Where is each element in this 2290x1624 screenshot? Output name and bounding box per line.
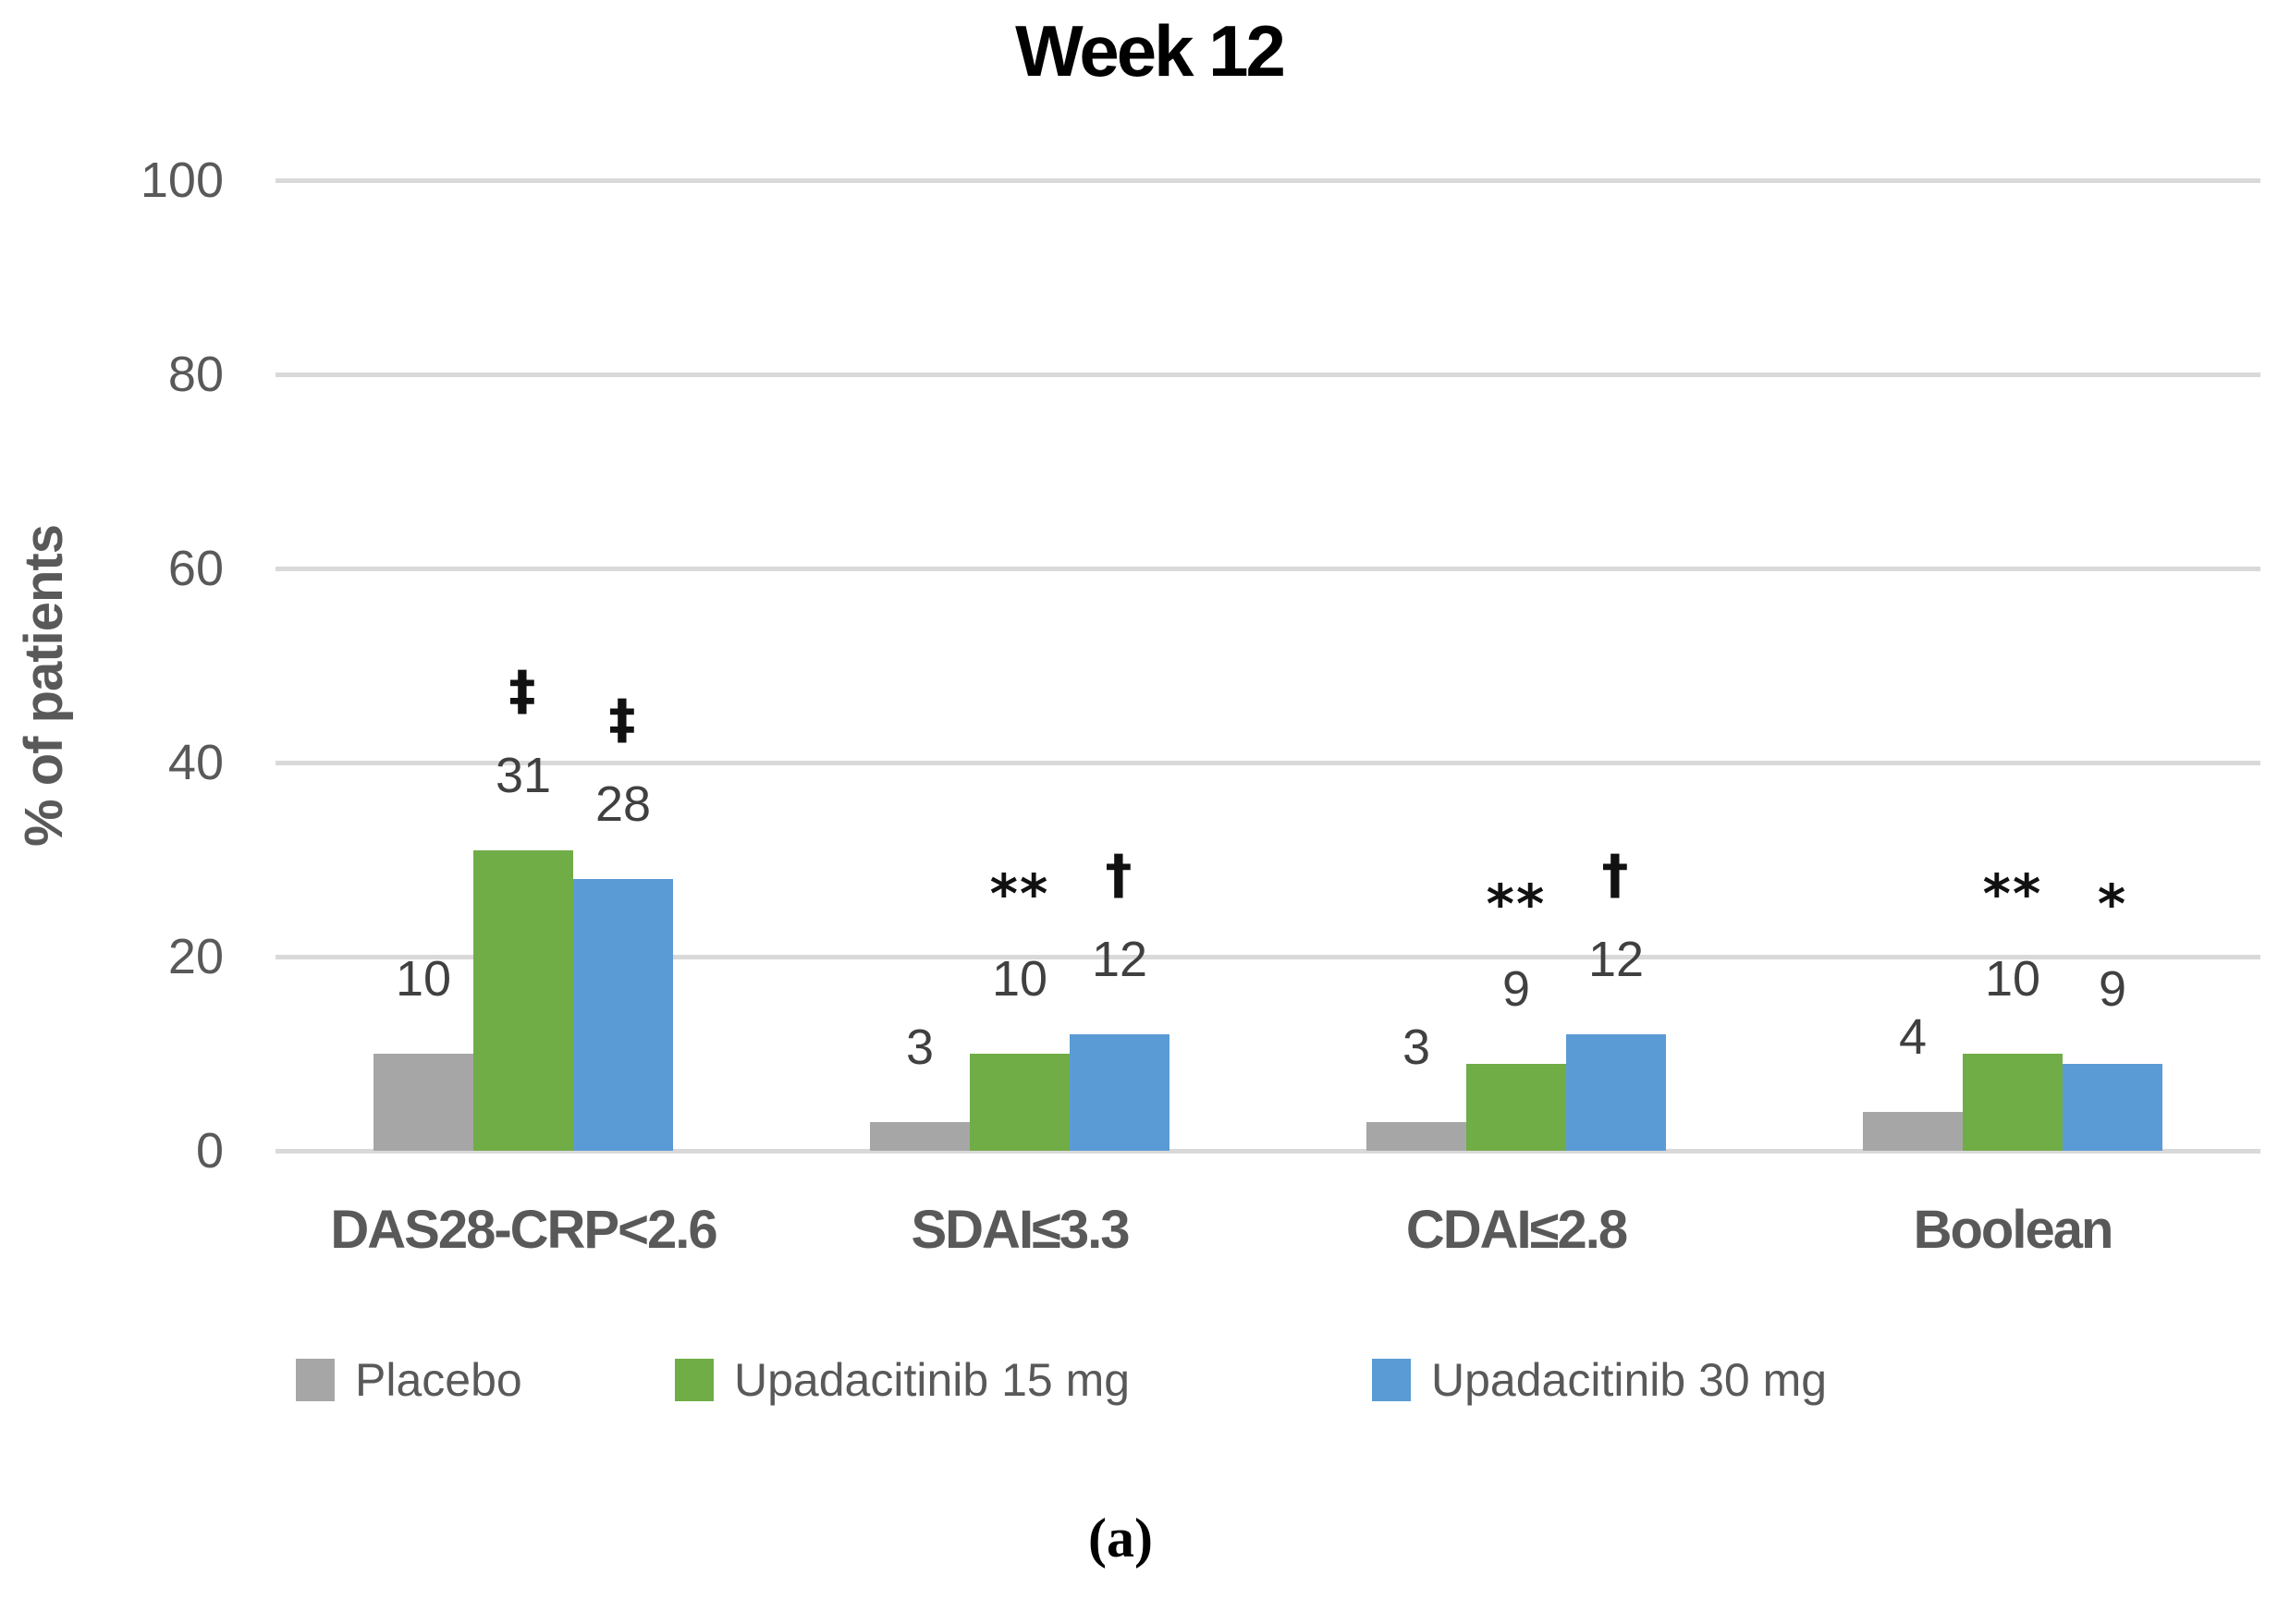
bar-placebo	[870, 1121, 970, 1151]
bar-upadacitinib-30-mg	[1070, 1034, 1169, 1151]
y-tick-label: 80	[167, 347, 224, 402]
significance-symbol: **	[1486, 872, 1547, 935]
value-label: 31	[495, 747, 552, 803]
bar-upadacitinib-15-mg	[1466, 1063, 1566, 1151]
bar-upadacitinib-30-mg	[2063, 1063, 2162, 1151]
gridline	[276, 761, 2260, 765]
value-label: 3	[905, 1019, 935, 1075]
bar-upadacitinib-15-mg	[473, 849, 573, 1151]
bar-upadacitinib-15-mg	[970, 1054, 1070, 1151]
value-label: 9	[1501, 960, 1531, 1017]
legend-label: Placebo	[355, 1354, 522, 1406]
significance-symbol: †	[1105, 843, 1134, 906]
y-axis-title: % of patients	[14, 525, 74, 847]
bar-placebo	[1366, 1121, 1466, 1151]
gridline	[276, 955, 2260, 959]
significance-symbol: ‡	[608, 688, 638, 751]
category-label: SDAI≤3.3	[911, 1200, 1130, 1260]
y-tick-label: 60	[167, 541, 224, 596]
value-label: 3	[1402, 1019, 1431, 1075]
value-label: 12	[1587, 932, 1645, 987]
value-label: 12	[1091, 932, 1148, 987]
significance-symbol: *	[2097, 872, 2128, 935]
category-label: CDAI≤2.8	[1405, 1200, 1628, 1260]
chart-title: Week 12	[1015, 10, 1286, 92]
legend-label: Upadacitinib 30 mg	[1431, 1354, 1828, 1406]
legend-label: Upadacitinib 15 mg	[734, 1354, 1131, 1406]
legend-swatch	[1372, 1359, 1411, 1401]
gridline	[276, 178, 2260, 183]
value-label: 10	[395, 951, 452, 1007]
value-label: 9	[2098, 960, 2127, 1017]
gridline	[276, 567, 2260, 571]
y-tick-label: 40	[167, 735, 224, 790]
bar-upadacitinib-30-mg	[573, 879, 673, 1151]
bar-placebo	[1863, 1112, 1963, 1151]
figure-caption: (a)	[1088, 1508, 1153, 1569]
value-label: 28	[594, 776, 652, 832]
category-label: DAS28-CRP<2.6	[330, 1200, 717, 1260]
significance-symbol: **	[989, 862, 1050, 925]
legend-item-placebo: Placebo	[296, 1348, 522, 1412]
value-label: 10	[1984, 951, 2041, 1007]
value-label: 10	[991, 951, 1048, 1007]
legend-swatch	[296, 1359, 335, 1401]
significance-symbol: †	[1601, 843, 1631, 906]
category-label: Boolean	[1913, 1200, 2114, 1260]
value-label: 4	[1898, 1009, 1928, 1065]
gridline	[276, 372, 2260, 377]
y-tick-label: 20	[167, 929, 224, 984]
legend-swatch	[675, 1359, 714, 1401]
bar-upadacitinib-15-mg	[1963, 1054, 2063, 1151]
x-axis-line	[276, 1149, 2260, 1154]
bar-upadacitinib-30-mg	[1566, 1034, 1666, 1151]
legend-item-upadacitinib-15-mg: Upadacitinib 15 mg	[675, 1348, 1130, 1412]
significance-symbol: ‡	[508, 658, 538, 722]
bar-placebo	[374, 1054, 473, 1151]
y-tick-label: 0	[195, 1123, 224, 1178]
significance-symbol: **	[1982, 862, 2043, 925]
y-tick-label: 100	[140, 153, 224, 208]
legend-item-upadacitinib-30-mg: Upadacitinib 30 mg	[1372, 1348, 1827, 1412]
